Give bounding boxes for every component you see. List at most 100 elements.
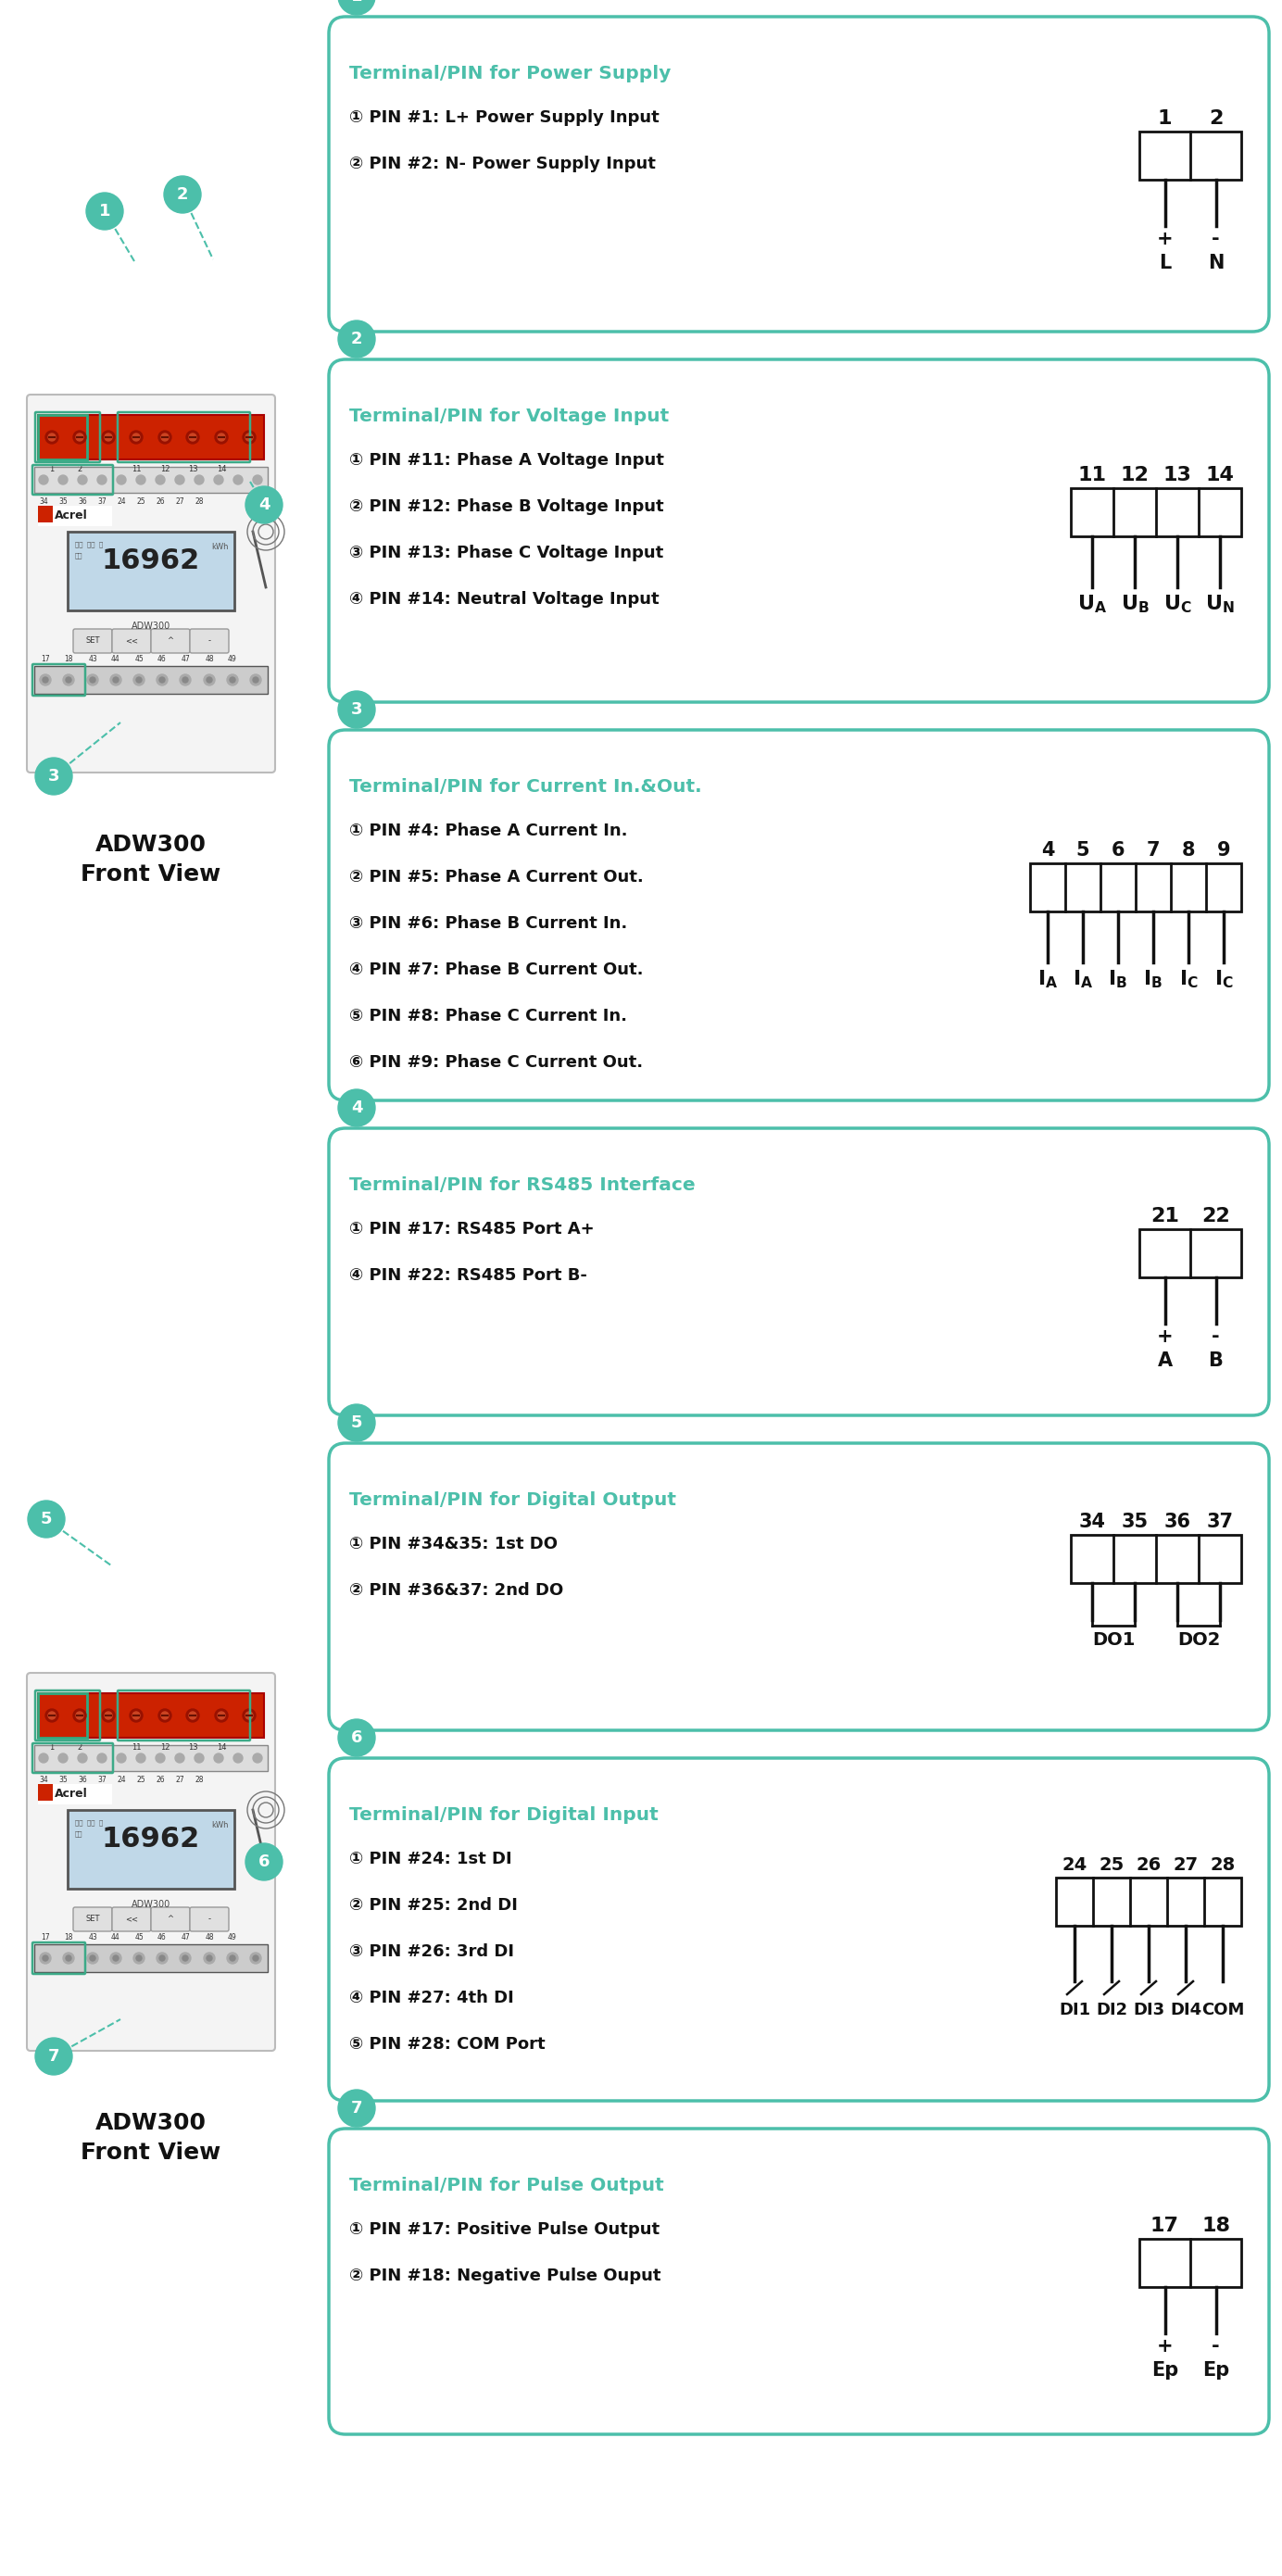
Text: 48: 48 [205, 654, 214, 662]
Circle shape [227, 1953, 238, 1963]
FancyBboxPatch shape [73, 629, 112, 654]
Circle shape [113, 677, 118, 683]
Text: ④ PIN #22: RS485 Port B-: ④ PIN #22: RS485 Port B- [349, 1267, 587, 1283]
Circle shape [65, 1955, 72, 1960]
Bar [38, 1785, 53, 1801]
Text: ① PIN #4: Phase A Current In.: ① PIN #4: Phase A Current In. [349, 822, 628, 840]
Text: +: + [1156, 229, 1173, 247]
Circle shape [253, 1955, 259, 1960]
Circle shape [214, 474, 223, 484]
Circle shape [42, 1955, 49, 1960]
Text: $\mathbf{I_C}$: $\mathbf{I_C}$ [1178, 969, 1199, 989]
Circle shape [129, 1708, 142, 1721]
Text: 44: 44 [112, 654, 121, 662]
Text: Acrel: Acrel [55, 1788, 87, 1798]
Text: 37: 37 [97, 497, 106, 505]
Circle shape [42, 677, 49, 683]
Text: 27: 27 [176, 1775, 185, 1785]
Text: 16962: 16962 [101, 549, 200, 574]
Circle shape [129, 430, 142, 443]
FancyBboxPatch shape [112, 1906, 151, 1932]
Text: ① PIN #1: L+ Power Supply Input: ① PIN #1: L+ Power Supply Input [349, 108, 659, 126]
Text: 5: 5 [41, 1510, 53, 1528]
Text: DO1: DO1 [1092, 1631, 1135, 1649]
Bar [1140, 131, 1241, 180]
FancyBboxPatch shape [329, 1443, 1269, 1731]
Circle shape [242, 1708, 255, 1721]
Text: 48: 48 [205, 1932, 214, 1942]
Text: 44: 44 [112, 1932, 121, 1942]
Circle shape [73, 430, 86, 443]
Text: ADW300: ADW300 [132, 621, 171, 631]
Bar [1140, 2239, 1241, 2287]
Circle shape [136, 1955, 142, 1960]
Text: 25: 25 [136, 1775, 145, 1785]
Text: 2: 2 [351, 330, 363, 348]
Text: 36: 36 [78, 497, 87, 505]
Text: $\mathbf{I_B}$: $\mathbf{I_B}$ [1144, 969, 1163, 989]
Text: 27: 27 [1173, 1857, 1199, 1873]
Text: ⑤ PIN #8: Phase C Current In.: ⑤ PIN #8: Phase C Current In. [349, 1007, 627, 1025]
Text: $\mathbf{U_N}$: $\mathbf{U_N}$ [1205, 592, 1235, 616]
Circle shape [35, 757, 72, 796]
Circle shape [245, 1713, 253, 1718]
Text: 25: 25 [136, 497, 145, 505]
Text: 47: 47 [181, 654, 190, 662]
FancyBboxPatch shape [329, 361, 1269, 703]
Circle shape [87, 675, 99, 685]
Text: COM: COM [1201, 2002, 1245, 2020]
Text: 34: 34 [38, 1775, 47, 1785]
Circle shape [253, 677, 259, 683]
Text: 2: 2 [177, 185, 188, 204]
Text: 电量: 电量 [76, 551, 83, 559]
Text: DO2: DO2 [1177, 1631, 1220, 1649]
Bar [68, 1811, 235, 1888]
Bar [38, 1692, 264, 1739]
Text: <<: << [126, 636, 138, 644]
Circle shape [188, 1713, 196, 1718]
FancyBboxPatch shape [27, 1672, 276, 2050]
Circle shape [338, 690, 376, 729]
FancyBboxPatch shape [190, 1906, 228, 1932]
Bar [68, 531, 235, 611]
Text: 3: 3 [351, 701, 363, 719]
Circle shape [63, 675, 74, 685]
Text: 14: 14 [217, 1744, 226, 1752]
Text: 43: 43 [88, 1932, 97, 1942]
Text: 1: 1 [351, 0, 363, 5]
FancyBboxPatch shape [329, 1128, 1269, 1414]
Text: B: B [1209, 1352, 1223, 1370]
Text: $\mathbf{U_B}$: $\mathbf{U_B}$ [1120, 592, 1149, 616]
Circle shape [136, 474, 145, 484]
FancyBboxPatch shape [73, 1906, 112, 1932]
Text: kWh: kWh [212, 544, 228, 551]
Circle shape [206, 677, 212, 683]
Circle shape [155, 1754, 165, 1762]
Text: -: - [208, 1914, 210, 1924]
Text: 7: 7 [351, 2099, 363, 2117]
Circle shape [136, 1754, 145, 1762]
FancyBboxPatch shape [329, 15, 1269, 332]
Circle shape [159, 430, 172, 443]
Text: ② PIN #18: Negative Pulse Ouput: ② PIN #18: Negative Pulse Ouput [349, 2267, 662, 2285]
Text: -: - [208, 636, 210, 644]
Circle shape [215, 1708, 228, 1721]
Text: <<: << [126, 1914, 138, 1924]
Text: DI4: DI4 [1170, 2002, 1201, 2020]
Text: 11: 11 [1078, 466, 1106, 484]
Circle shape [113, 1955, 118, 1960]
Text: 12: 12 [160, 466, 169, 474]
Text: 2: 2 [77, 1744, 82, 1752]
Circle shape [176, 474, 185, 484]
Circle shape [59, 474, 68, 484]
Text: ADW300: ADW300 [95, 2112, 206, 2133]
Circle shape [253, 1754, 262, 1762]
Circle shape [206, 1955, 212, 1960]
Text: ④ PIN #27: 4th DI: ④ PIN #27: 4th DI [349, 1989, 514, 2007]
Circle shape [159, 677, 165, 683]
Circle shape [105, 433, 112, 440]
Circle shape [133, 1953, 145, 1963]
Circle shape [110, 1953, 122, 1963]
Text: 6: 6 [258, 1855, 269, 1870]
Circle shape [105, 1713, 112, 1718]
